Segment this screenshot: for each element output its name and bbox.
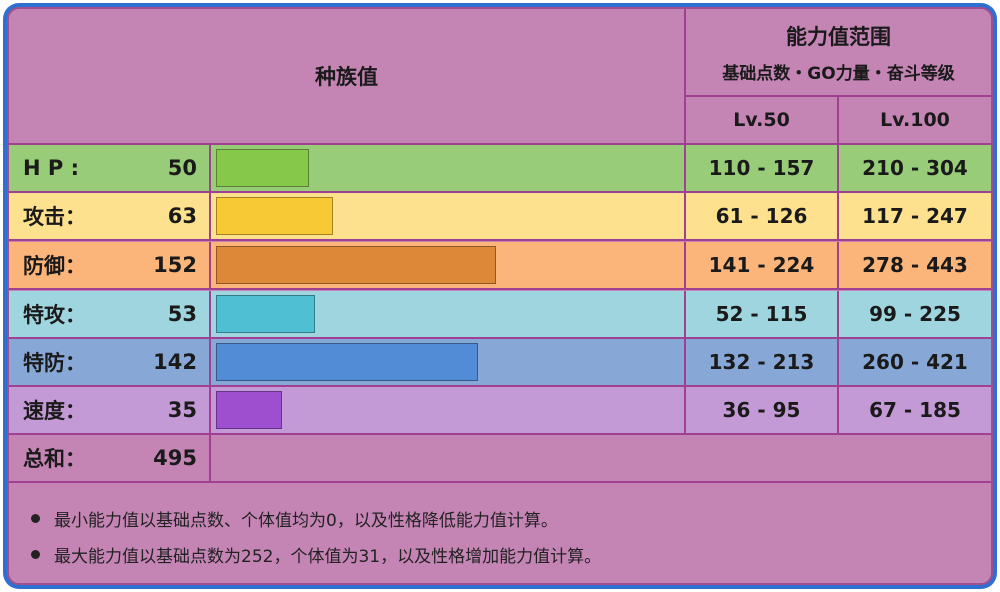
lv100-range: 260 - 421 [862, 350, 968, 374]
stat-row: 攻击： 63 61 - 126 117 - 247 [9, 193, 991, 241]
stat-label: 防御： [23, 254, 86, 278]
stat-bar-cell [211, 145, 686, 191]
stat-label: 特防： [23, 351, 86, 375]
total-label-cell: 总和： 495 [9, 435, 211, 481]
stat-bar-cell [211, 242, 686, 288]
lv100-header: Lv.100 [839, 97, 991, 145]
lv50-range: 52 - 115 [686, 291, 839, 337]
stat-value: 152 [153, 253, 197, 277]
stat-label: 特攻： [23, 303, 86, 327]
lv50-label: Lv.50 [733, 109, 790, 131]
stat-row: 速度： 35 36 - 95 67 - 185 [9, 387, 991, 435]
stat-label: H P : [23, 156, 79, 180]
stat-range-title: 能力值范围 [786, 24, 891, 49]
stat-label: 攻击： [23, 205, 86, 229]
stat-bar [216, 246, 496, 284]
stat-label: 速度： [23, 399, 86, 423]
lv100-range: 278 - 443 [862, 253, 968, 277]
stat-bar-cell [211, 193, 686, 239]
total-label: 总和： [23, 447, 86, 471]
bullet-icon [31, 549, 40, 559]
stat-label-cell: 攻击： 63 [9, 193, 211, 239]
stat-range-header: 能力值范围 基础点数・GO力量・奋斗等级 [686, 9, 991, 97]
stat-bar-cell [211, 339, 686, 385]
stat-bar [216, 149, 309, 187]
stat-label-cell: 特攻： 53 [9, 291, 211, 337]
stat-label-cell: 防御： 152 [9, 242, 211, 288]
lv100-label: Lv.100 [880, 109, 950, 131]
total-value: 495 [153, 446, 197, 470]
stat-bar [216, 197, 333, 235]
base-stats-title: 种族值 [315, 65, 378, 89]
lv50-header: Lv.50 [686, 97, 839, 145]
stat-row: 特防： 142 132 - 213 260 - 421 [9, 339, 991, 387]
stat-value: 35 [167, 398, 197, 422]
stat-row: 防御： 152 141 - 224 278 - 443 [9, 242, 991, 290]
stat-bar [216, 295, 315, 333]
stat-value: 53 [167, 302, 197, 326]
lv100-range: 117 - 247 [862, 204, 968, 228]
stat-value: 63 [167, 204, 197, 228]
stat-bar-cell [211, 291, 686, 337]
base-stats-header: 种族值 [9, 9, 686, 145]
note-max-text: 最大能力值以基础点数为252，个体值为31，以及性格增加能力值计算。 [54, 546, 602, 567]
note-item: 最大能力值以基础点数为252，个体值为31，以及性格增加能力值计算。 [31, 536, 991, 572]
stat-label-cell: H P : 50 [9, 145, 211, 191]
total-row: 总和： 495 [9, 435, 991, 483]
stat-label-cell: 速度： 35 [9, 387, 211, 433]
stat-row: H P : 50 110 - 157 210 - 304 [9, 145, 991, 193]
notes-footer: 最小能力值以基础点数、个体值均为0，以及性格降低能力值计算。 最大能力值以基础点… [9, 482, 991, 583]
lv50-range: 132 - 213 [686, 339, 839, 385]
lv100-range: 210 - 304 [862, 156, 968, 180]
stat-value: 142 [153, 350, 197, 374]
stats-panel: 种族值 能力值范围 基础点数・GO力量・奋斗等级 Lv.50 Lv.100 H … [7, 7, 993, 585]
lv100-range: 99 - 225 [869, 302, 961, 326]
stat-label-cell: 特防： 142 [9, 339, 211, 385]
total-empty-cell [211, 435, 991, 481]
stat-bar-cell [211, 387, 686, 433]
lv100-range: 67 - 185 [869, 398, 961, 422]
note-min-text: 最小能力值以基础点数、个体值均为0，以及性格降低能力值计算。 [54, 510, 558, 531]
stat-row: 特攻： 53 52 - 115 99 - 225 [9, 291, 991, 339]
lv50-range: 61 - 126 [686, 193, 839, 239]
stat-bar [216, 391, 282, 429]
lv50-range: 141 - 224 [686, 242, 839, 288]
stat-range-subtitle: 基础点数・GO力量・奋斗等级 [722, 63, 955, 84]
stat-bar [216, 343, 478, 381]
stat-value: 50 [167, 156, 197, 180]
lv50-range: 110 - 157 [686, 145, 839, 191]
bullet-icon [31, 513, 40, 523]
note-item: 最小能力值以基础点数、个体值均为0，以及性格降低能力值计算。 [31, 500, 991, 536]
lv50-range: 36 - 95 [686, 387, 839, 433]
